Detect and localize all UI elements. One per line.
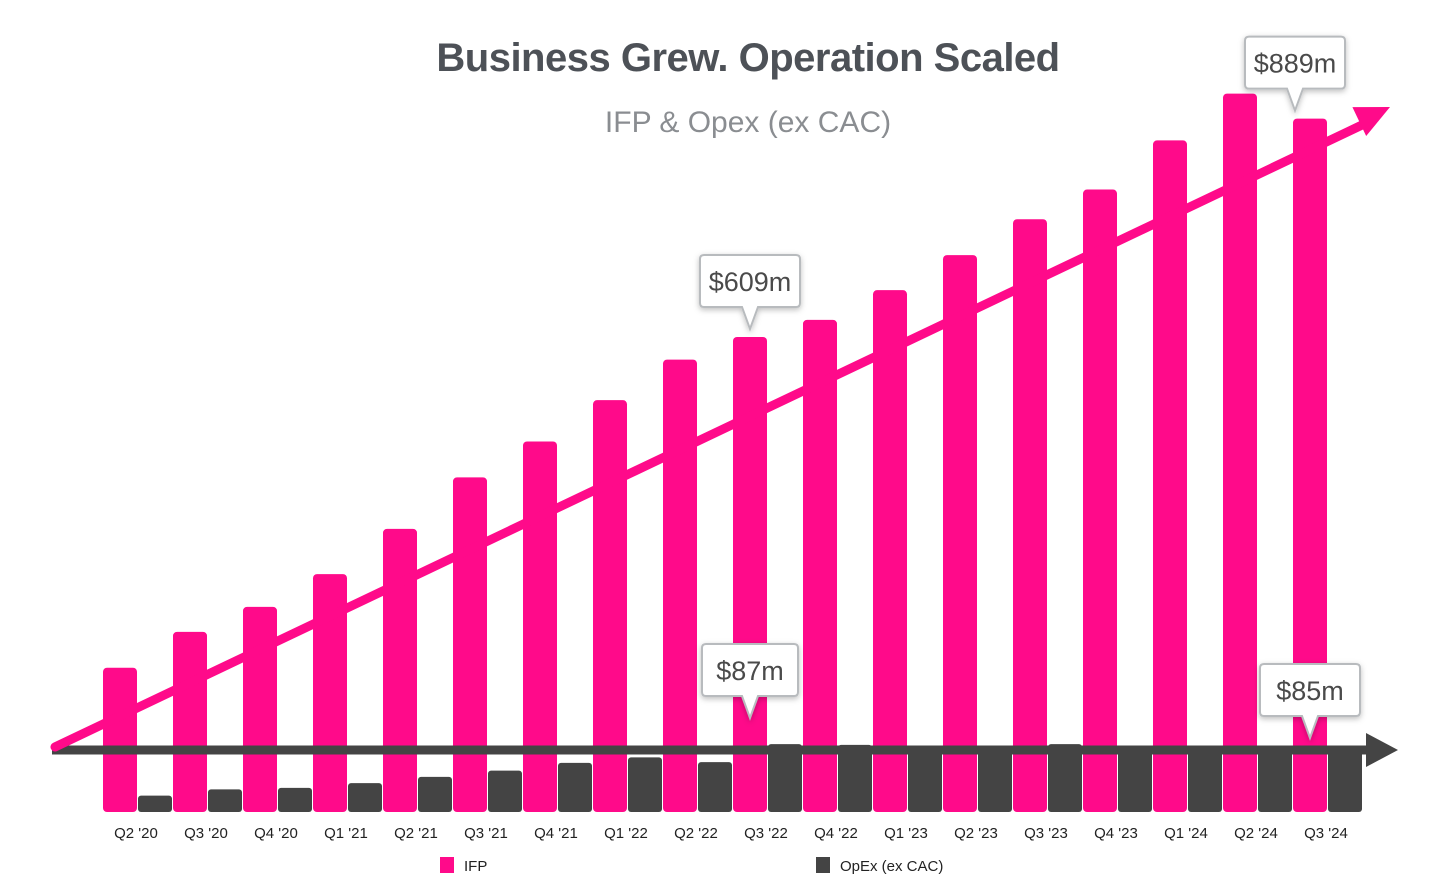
x-tick-label: Q2 '22 (674, 825, 718, 842)
callout-label: $85m (1276, 676, 1344, 706)
callout-box (701, 643, 799, 721)
ifp-bar (1293, 118, 1327, 812)
x-tick-label: Q4 '20 (254, 825, 298, 842)
x-tick-label: Q3 '20 (184, 825, 228, 842)
opex-bar (278, 787, 312, 812)
x-tick-label: Q1 '24 (1164, 825, 1208, 842)
opex-callout: $87m (701, 643, 799, 721)
legend-swatch-opex (816, 857, 830, 873)
opex-bar (1188, 745, 1222, 812)
ifp-bar (593, 400, 627, 812)
opex-bar (558, 762, 592, 812)
ifp-callout: $889m (1244, 35, 1346, 114)
chart-subtitle: IFP & Opex (ex CAC) (604, 106, 892, 139)
ifp-bar (523, 441, 557, 812)
x-tick-label: Q4 '22 (814, 825, 858, 842)
callout-box (1244, 35, 1346, 114)
ifp-bar (1013, 219, 1047, 812)
ifp-bar (103, 667, 137, 812)
opex-trend-arrowhead (1366, 733, 1398, 767)
x-tick-label: Q4 '23 (1094, 825, 1138, 842)
ifp-bar (943, 255, 977, 812)
opex-bar (1258, 745, 1292, 812)
ifp-trend-line (50, 120, 1367, 752)
opex-bar (978, 746, 1012, 812)
opex-bar (838, 744, 872, 812)
callout-box (699, 253, 801, 332)
ifp-bar (1153, 140, 1187, 813)
opex-bar (628, 757, 662, 812)
ifp-callout: $609m (699, 253, 801, 332)
ifp-bar (1083, 189, 1117, 812)
callout-label: $609m (709, 267, 792, 297)
opex-bar (908, 746, 942, 812)
legend-swatch-ifp (440, 857, 454, 873)
opex-bar (208, 789, 242, 812)
opex-bar (348, 783, 382, 812)
x-tick-label: Q1 '23 (884, 825, 928, 842)
opex-bar (138, 795, 172, 812)
opex-bar (1118, 745, 1152, 812)
ifp-trend-arrowhead (1352, 107, 1390, 137)
x-tick-label: Q3 '21 (464, 825, 508, 842)
opex-bar (1048, 744, 1082, 812)
opex-bar (488, 770, 522, 812)
callout-label: $889m (1254, 49, 1337, 79)
ifp-bar (383, 528, 417, 812)
x-tick-label: Q3 '22 (744, 825, 788, 842)
ifp-bar (453, 477, 487, 812)
opex-bar (768, 744, 802, 812)
legend-label-opex: OpEx (ex CAC) (840, 858, 943, 875)
opex-bar (698, 762, 732, 812)
ifp-bar (803, 319, 837, 812)
opex-bar (418, 776, 452, 812)
x-tick-label: Q1 '21 (324, 825, 368, 842)
ifp-bar (663, 359, 697, 812)
x-tick-label: Q3 '24 (1304, 825, 1348, 842)
callout-box (1259, 663, 1361, 741)
ifp-bar (873, 290, 907, 812)
x-tick-label: Q2 '23 (954, 825, 998, 842)
ifp-bar (1223, 93, 1257, 813)
ifp-bar (173, 631, 207, 812)
opex-callout: $85m (1259, 663, 1361, 741)
x-tick-label: Q1 '22 (604, 825, 648, 842)
opex-bar (1328, 745, 1362, 812)
x-tick-label: Q2 '21 (394, 825, 438, 842)
callout-label: $87m (716, 656, 784, 686)
legend-label-ifp: IFP (464, 858, 487, 875)
ifp-bar (243, 606, 277, 812)
chart-title: Business Grew. Operation Scaled (436, 36, 1060, 80)
x-tick-label: Q2 '24 (1234, 825, 1278, 842)
x-tick-label: Q2 '20 (114, 825, 158, 842)
x-tick-label: Q3 '23 (1024, 825, 1068, 842)
x-tick-label: Q4 '21 (534, 825, 578, 842)
